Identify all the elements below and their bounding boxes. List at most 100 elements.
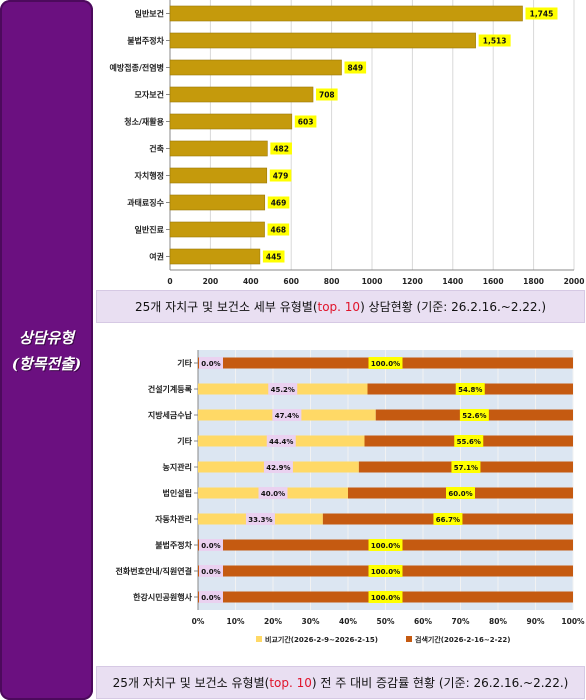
chart2-series1-label-bg [263,461,293,473]
chart1-value-label-bg [270,142,292,155]
chart2-x-tick-label: 10% [227,617,245,626]
chart2-x-tick-label: 80% [489,617,507,626]
chart2-x-tick-label: 30% [302,617,320,626]
chart1-bar [169,248,261,265]
chart1-bar [169,140,268,157]
chart2-x-tick-label: 70% [452,617,470,626]
chart2-series1-label-bg [266,435,296,447]
chart2-x-tick-label: 90% [527,617,545,626]
chart2-caption-highlight: top. 10 [269,675,312,690]
chart1-category-label: 일반진료 [135,225,165,235]
chart2-category-label: 불법주정차 [155,540,192,550]
chart1-bar [169,221,265,238]
chart1-value-label: 849 [347,64,363,73]
chart2-legend-swatch-series2 [406,636,412,642]
chart1-x-tick-label: 1800 [523,277,544,286]
chart1-category-label: 자치행정 [135,171,164,181]
chart1-caption-pre: 25개 자치구 및 보건소 세부 유형별( [134,300,318,314]
chart2-series2-label: 55.6% [457,438,481,446]
chart1-value-label: 603 [298,118,314,127]
sidebar-title-line1: 상담유형 [18,329,75,347]
sidebar-panel: 상담유형 (항목전출) [0,0,93,700]
chart1-x-tick-label: 200 [203,277,219,286]
chart2-series2-label: 54.8% [458,386,482,394]
chart1-value-label-bg [478,34,511,47]
chart2-series1-label: 44.4% [269,438,293,446]
chart1-value-label: 479 [273,172,289,181]
chart1-value-label-bg [344,61,367,74]
chart2-series2-label-bg [446,487,475,499]
chart1-value-label-bg [269,169,292,182]
chart1-value-label: 469 [271,199,287,208]
chart1-value-label: 468 [271,226,287,235]
chart2-x-tick-label: 40% [339,617,357,626]
chart2-category-label: 건설기계등록 [148,384,193,394]
chart1-value-label-bg [316,88,338,101]
chart2-category-label: 기타 [177,436,192,446]
consultation-count-bar-chart: 0 200 400 600 800 1000 1200 1400 1600 1800 2000 일반보… [96,0,586,290]
chart1-value-label: 482 [273,145,289,154]
chart2-series1-label: 0.0% [201,542,220,550]
chart1-value-label: 1,513 [483,37,507,46]
chart1-category-label: 여권 [149,252,164,262]
chart2-legend-swatch-series1 [256,636,262,642]
chart2-series2-label: 100.0% [371,542,400,550]
chart2-x-tick-label: 100% [561,617,585,626]
chart1-value-label-bg [267,196,290,209]
chart2-series1-label: 0.0% [201,360,220,368]
chart1-category-label: 예방접종/전염병 [110,63,164,73]
chart1-x-tick-label: 0 [167,277,172,286]
chart2-x-tick-label: 60% [414,617,432,626]
chart1-bar [169,59,342,76]
chart1-caption-highlight: top. 10 [317,299,361,314]
chart2-series2-label-bg [368,539,403,551]
chart1-value-label-bg [267,223,290,236]
chart1-x-tick-label: 1000 [362,277,383,286]
chart1-value-label: 1,745 [530,10,554,19]
chart2-series1-label-bg [199,565,223,577]
chart2-series2-label-bg [368,565,403,577]
chart1-x-tick-label: 800 [324,277,340,286]
chart1-category-label: 과태료징수 [127,198,164,208]
chart1-category-label: 청소/재활용 [124,117,164,127]
chart2-series1-label: 42.9% [266,464,290,472]
chart2-caption-pre: 25개 자치구 및 보건소 유형별( [112,676,270,690]
chart2-category-label: 농지관리 [163,462,192,472]
chart2-series2-label-bg [454,435,484,447]
chart1-value-label-bg [294,115,317,128]
chart2-series2-label-bg [433,513,463,525]
chart2-series1-label-bg [199,357,223,369]
chart1-x-tick-label: 600 [283,277,299,286]
chart1-value-label-bg [262,250,285,263]
chart2-category-label: 한강시민공원행사 [133,592,193,602]
chart2-series2-label: 57.1% [454,464,478,472]
chart1-value-label-bg [525,7,558,20]
chart2-series1-label: 0.0% [201,594,220,602]
chart1-bar [169,86,314,103]
chart2-category-label: 전화번호안내/직원연결 [115,566,192,576]
chart2-caption: 25개 자치구 및 보건소 유형별(top. 10) 전 주 대비 증감률 현황… [96,666,585,699]
chart2-series1-label: 40.0% [261,490,285,498]
chart1-x-tick-label: 1600 [483,277,504,286]
chart2-series2-label-bg [459,409,489,421]
chart2-caption-post: ) 전 주 대비 증감률 현황 (기준: 26.2.16.~2.22.) [311,676,569,690]
chart1-caption: 25개 자치구 및 보건소 세부 유형별(top. 10) 상담현황 (기준: … [96,290,585,323]
chart2-series1-label: 45.2% [271,386,295,394]
chart2-series2-label: 60.0% [448,490,472,498]
chart2-series1-label-bg [245,513,275,525]
chart1-value-label: 445 [266,253,282,262]
chart1-bar [169,167,268,184]
chart2-series1-label-bg [268,383,298,395]
chart1-x-tick-label: 1200 [402,277,423,286]
chart1-caption-post: ) 상담현황 (기준: 26.2.16.~2.22.) [360,300,547,314]
sidebar-title-line2: (항목전출) [11,355,82,373]
chart2-series2-label: 100.0% [371,568,400,576]
chart2-series1-label-bg [272,409,302,421]
chart2-category-label: 자동차관리 [155,514,192,524]
chart2-legend-label-series2: 검색기간(2026-2-16~2-22) [415,635,510,644]
chart1-bar [169,5,523,22]
chart2-series1-label: 0.0% [201,568,220,576]
chart1-bar [169,113,293,130]
chart2-x-tick-label: 20% [264,617,282,626]
chart2-category-label: 법인설립 [163,488,192,498]
